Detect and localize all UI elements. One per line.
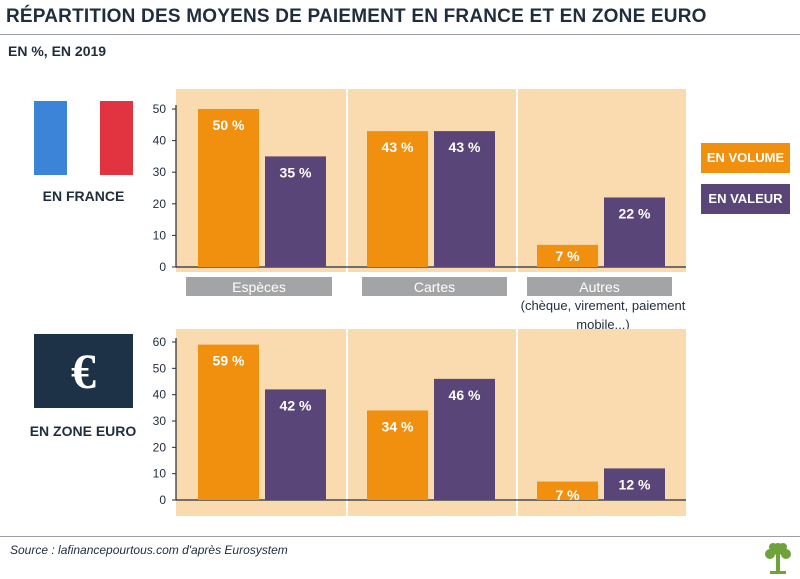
- bar-label: 43 %: [449, 139, 481, 155]
- bar-volume-0: [198, 109, 259, 267]
- bar-label: 42 %: [280, 397, 312, 413]
- bar-value-1: [434, 131, 495, 267]
- eurozone-label: EN ZONE EURO: [29, 423, 137, 439]
- bar-value-2: [604, 468, 665, 500]
- y-tick-label: 30: [153, 165, 167, 179]
- bar-value-2: [604, 197, 665, 267]
- bar-label: 7 %: [555, 487, 580, 503]
- y-tick-label: 0: [159, 493, 166, 507]
- y-tick-label: 30: [153, 414, 167, 428]
- tree-logo-icon: [765, 543, 791, 574]
- chart-title: RÉPARTITION DES MOYENS DE PAIEMENT EN FR…: [6, 6, 707, 27]
- category-label-0: Espèces: [232, 279, 286, 295]
- bar-value-1: [434, 378, 495, 500]
- flag-white-band: [67, 101, 100, 175]
- legend-volume: EN VOLUME: [701, 143, 790, 173]
- y-tick-label: 50: [153, 361, 167, 375]
- bar-label: 7 %: [555, 248, 580, 264]
- y-tick-label: 40: [153, 388, 167, 402]
- source-note: Source : lafinancepourtous.com d'après E…: [10, 543, 288, 557]
- category-label-1: Cartes: [414, 279, 455, 295]
- y-tick-label: 10: [153, 228, 167, 242]
- bar-volume-1: [367, 410, 428, 500]
- plot-panel: [176, 329, 686, 516]
- france-label: EN FRANCE: [42, 188, 125, 204]
- bar-volume-2: [537, 481, 598, 500]
- bar-label: 34 %: [382, 418, 414, 434]
- bar-volume-2: [537, 244, 598, 267]
- y-tick-label: 40: [153, 134, 167, 148]
- y-tick-label: 0: [159, 260, 166, 274]
- y-tick-label: 20: [153, 197, 167, 211]
- category-box-1: [362, 277, 507, 296]
- bar-label: 46 %: [449, 387, 481, 403]
- bar-label: 59 %: [213, 353, 245, 369]
- bar-volume-1: [367, 131, 428, 267]
- y-tick-label: 20: [153, 440, 167, 454]
- bar-label: 22 %: [619, 205, 651, 221]
- other-category-note: (chèque, virement, paiement mobile...): [520, 298, 686, 332]
- france-flag-icon: [34, 101, 133, 175]
- y-tick-label: 60: [153, 335, 167, 349]
- category-box-2: [527, 277, 672, 296]
- bar-label: 50 %: [213, 117, 245, 133]
- category-label-2: Autres: [579, 279, 619, 295]
- legend-value: EN VALEUR: [701, 184, 790, 214]
- y-tick-label: 10: [153, 467, 167, 481]
- bar-label: 35 %: [280, 164, 312, 180]
- euro-icon: €: [34, 334, 133, 408]
- bar-label: 43 %: [382, 139, 414, 155]
- bar-value-0: [265, 389, 326, 500]
- top-divider: [0, 34, 800, 35]
- bar-label: 12 %: [619, 476, 651, 492]
- y-tick-label: 50: [153, 102, 167, 116]
- flag-red-band: [100, 101, 133, 175]
- flag-blue-band: [34, 101, 67, 175]
- category-box-0: [186, 277, 332, 296]
- chart-subtitle: EN %, EN 2019: [8, 43, 107, 59]
- bar-value-0: [265, 156, 326, 267]
- plot-panel: [176, 89, 686, 272]
- bottom-divider: [0, 536, 800, 537]
- bar-volume-0: [198, 344, 259, 500]
